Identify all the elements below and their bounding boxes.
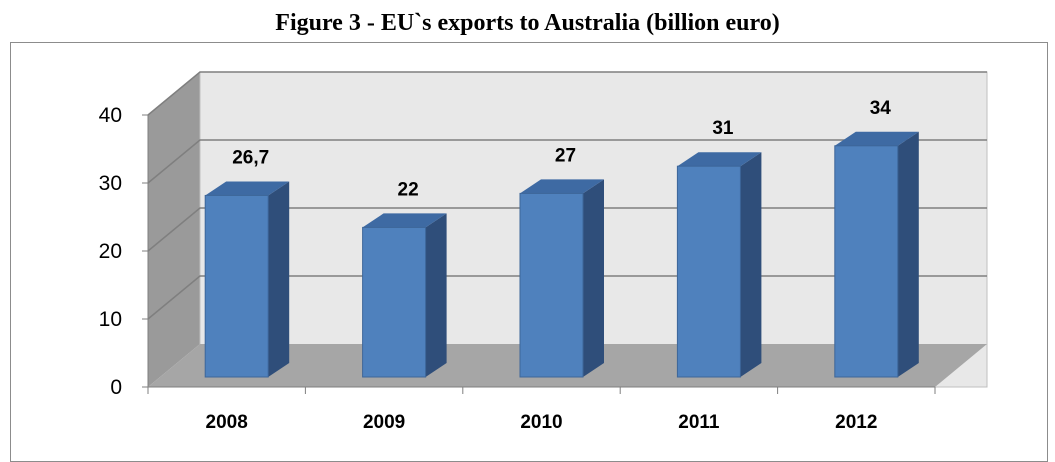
bar	[204, 194, 269, 378]
data-label: 31	[712, 118, 734, 139]
y-tick-label: 10	[99, 308, 122, 331]
x-tick-label: 2008	[206, 412, 248, 433]
bar-top	[677, 152, 762, 167]
bar-top	[205, 181, 290, 196]
bar-top	[362, 213, 447, 228]
bar-side	[583, 179, 604, 377]
bar-side	[897, 131, 919, 377]
data-label: 27	[555, 145, 576, 166]
data-label: 34	[870, 98, 892, 119]
y-tick-label: 20	[99, 240, 122, 263]
bar-chart: 0 10 20 30 40 26,7 2008 22 2009 27 2010 31 2011 34 201…	[99, 71, 988, 433]
axes	[142, 114, 936, 394]
gridline	[147, 71, 987, 116]
bar-side	[268, 181, 290, 377]
chart-title: Figure 3 - EU`s exports to Australia (bi…	[275, 10, 780, 36]
bar	[519, 192, 584, 378]
x-tick-label: 2011	[678, 412, 720, 433]
x-tick-label: 2009	[363, 412, 405, 433]
bar	[362, 226, 427, 378]
data-label: 22	[398, 179, 419, 200]
y-tick-label: 0	[110, 376, 122, 399]
data-label: 26,7	[232, 147, 269, 168]
gridline	[147, 139, 987, 184]
y-tick-label: 30	[99, 172, 122, 195]
bar	[676, 165, 741, 378]
bar-side	[740, 152, 762, 377]
labels: 0 10 20 30 40 26,7 2008 22 2009 27 2010 31 2011 34 201…	[99, 98, 892, 433]
x-tick-label: 2012	[835, 412, 877, 433]
bars	[204, 131, 919, 378]
bar-side	[425, 213, 447, 377]
bar	[834, 145, 899, 378]
bar-top	[520, 179, 604, 194]
x-tick-label: 2010	[520, 412, 562, 433]
y-tick-label: 40	[99, 104, 122, 127]
bar-top	[834, 131, 919, 146]
